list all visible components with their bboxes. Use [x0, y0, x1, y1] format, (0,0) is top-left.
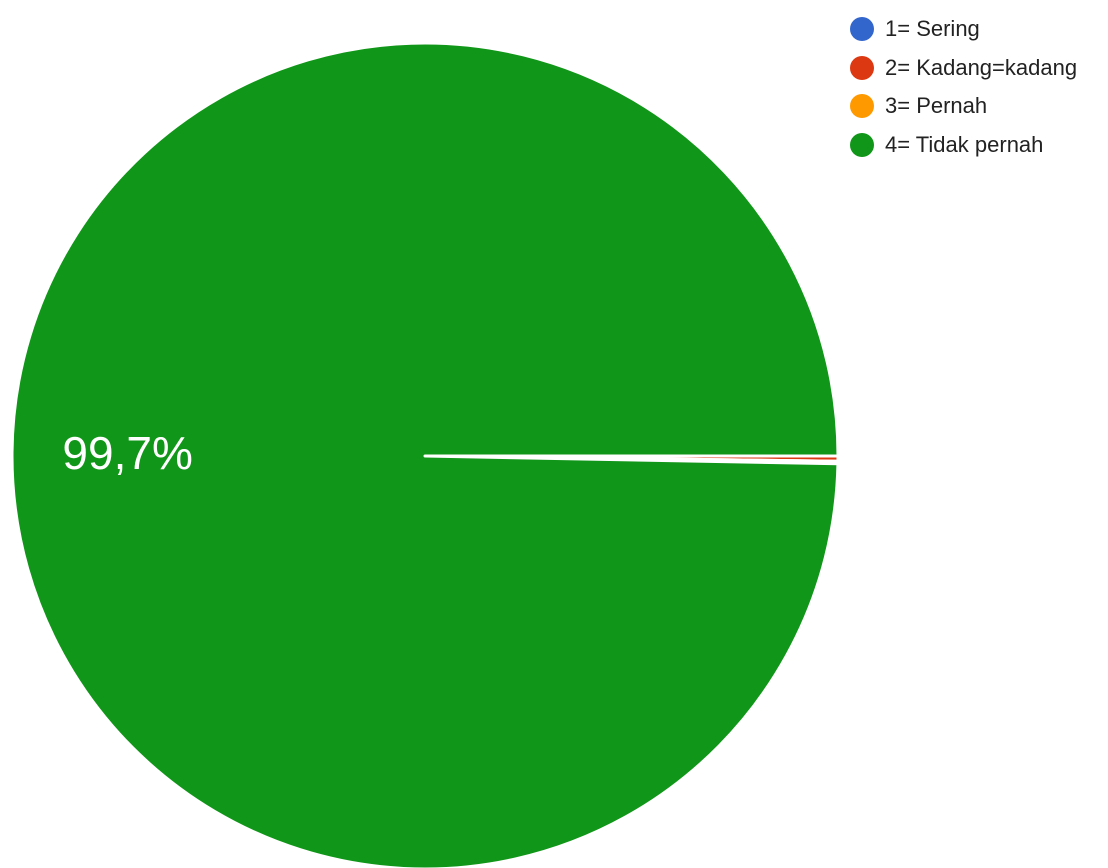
- legend-swatch-icon: [850, 17, 874, 42]
- pie-data-label-4-tidak-pernah: 99,7%: [62, 427, 192, 479]
- pie-chart-canvas: 99,7%: [10, 41, 840, 868]
- legend-swatch-icon: [850, 55, 874, 80]
- legend-item-2-kadang-kadang[interactable]: 2= Kadang=kadang: [850, 49, 1100, 88]
- legend-label: 3= Pernah: [885, 93, 988, 119]
- pie-data-labels: 99,7%: [62, 427, 192, 479]
- chart-legend: 1= Sering 2= Kadang=kadang 3= Pernah 4= Tid…: [850, 10, 1100, 164]
- legend-item-3-pernah[interactable]: 3= Pernah: [850, 87, 1100, 126]
- legend-label: 2= Kadang=kadang: [885, 54, 1078, 80]
- legend-swatch-icon: [850, 132, 874, 157]
- pie-slices: [10, 41, 840, 868]
- legend-label: 1= Sering: [885, 16, 980, 42]
- legend-swatch-icon: [850, 94, 874, 119]
- pie-slice-4-tidak-pernah: [10, 41, 840, 868]
- legend-item-1-sering[interactable]: 1= Sering: [850, 10, 1100, 49]
- legend-label: 4= Tidak pernah: [885, 131, 1044, 157]
- legend-item-4-tidak-pernah[interactable]: 4= Tidak pernah: [850, 126, 1100, 165]
